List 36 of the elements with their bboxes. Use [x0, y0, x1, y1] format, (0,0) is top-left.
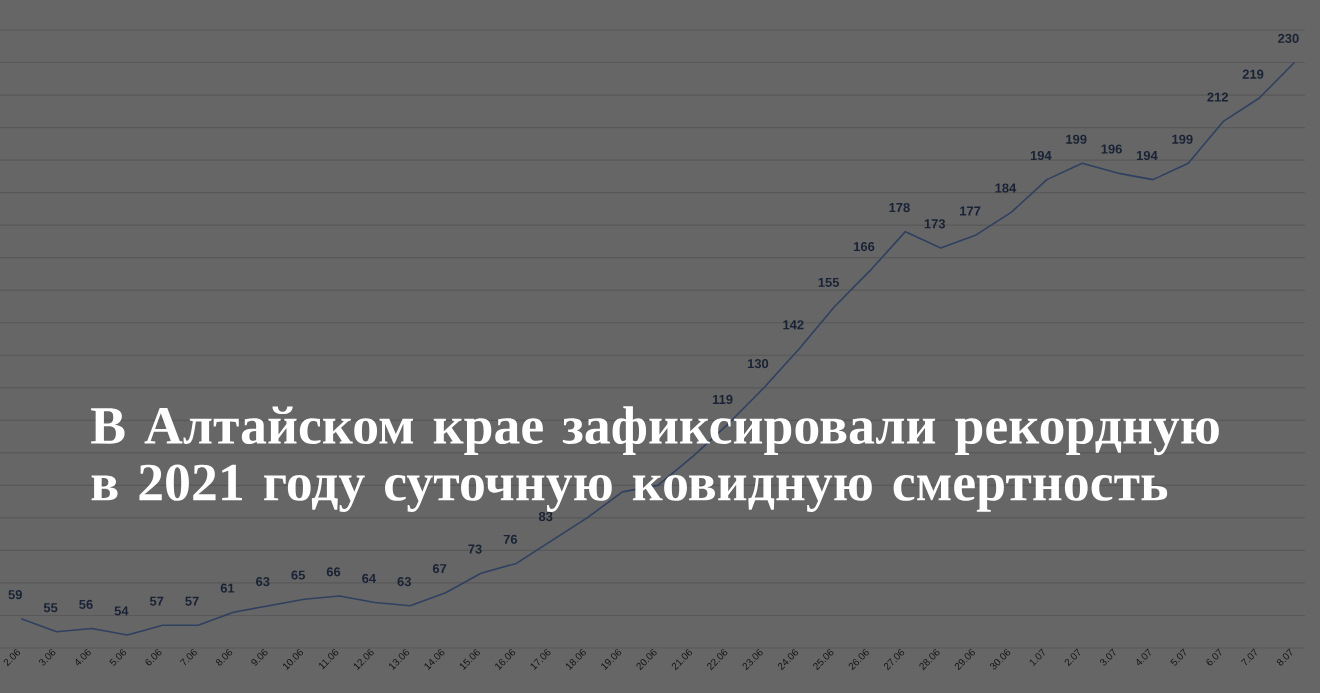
- data-label: 199: [1172, 134, 1193, 144]
- data-label: 61: [220, 583, 235, 593]
- data-label: 56: [79, 599, 93, 609]
- data-label: 199: [1066, 134, 1087, 144]
- data-label: 55: [43, 603, 58, 613]
- data-label: 73: [468, 544, 482, 554]
- data-label: 173: [924, 219, 946, 229]
- data-label: 119: [712, 394, 733, 405]
- data-label: 63: [397, 577, 411, 587]
- data-label: 177: [960, 206, 981, 216]
- data-label: 166: [854, 241, 875, 252]
- data-label: 230: [1278, 33, 1299, 43]
- data-label: 65: [291, 570, 305, 580]
- data-label: 67: [432, 564, 447, 574]
- data-label: 63: [256, 577, 270, 587]
- data-label: 64: [362, 573, 377, 583]
- data-label: 54: [114, 606, 129, 616]
- data-label: 155: [818, 277, 840, 287]
- data-label: 130: [747, 359, 769, 369]
- x-tick-label: 4.06: [75, 649, 91, 666]
- data-label: 178: [889, 202, 910, 213]
- data-label: 184: [995, 183, 1017, 193]
- data-label: 57: [149, 596, 164, 606]
- data-label: 196: [1101, 144, 1122, 154]
- data-label: 194: [1136, 150, 1158, 161]
- data-label: 59: [8, 590, 22, 600]
- data-label: 76: [503, 534, 518, 544]
- data-label: 194: [1030, 150, 1052, 161]
- data-label: 57: [185, 596, 199, 606]
- data-label: 212: [1207, 92, 1228, 102]
- text: В Алтайском крае зафиксировали рекордную в 2021 году суточную ковидную смертность: [91, 406, 1219, 512]
- data-label: 219: [1242, 69, 1264, 79]
- data-label: 66: [326, 567, 341, 577]
- x-tick-label: 7.06: [179, 649, 197, 666]
- data-label: 142: [783, 320, 804, 330]
- data-label: 83: [538, 511, 553, 522]
